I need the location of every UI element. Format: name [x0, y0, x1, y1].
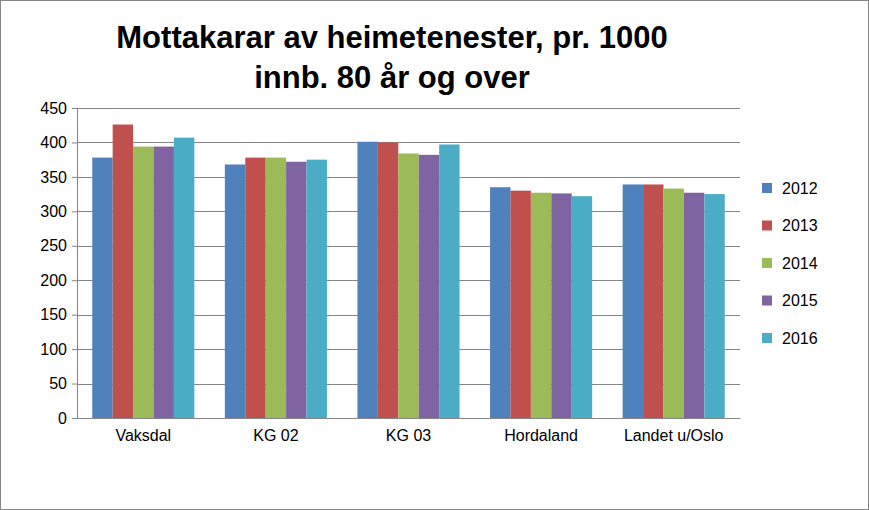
- bar: [663, 189, 683, 418]
- chart-title: Mottakarar av heimetenester, pr. 1000inn…: [116, 20, 667, 95]
- y-tick-mark: [72, 280, 77, 281]
- bar: [623, 184, 643, 418]
- bar: [551, 193, 571, 418]
- y-tick-mark: [72, 177, 77, 178]
- y-tick-mark: [72, 108, 77, 109]
- x-tick: KG 02: [253, 418, 298, 444]
- bar: [398, 153, 418, 418]
- y-tick-label: 0: [58, 410, 67, 427]
- bar: [704, 194, 724, 418]
- bar: [531, 193, 551, 418]
- bar: [510, 191, 530, 418]
- bar: [225, 164, 245, 418]
- chart-border: [1, 1, 869, 510]
- bars: [92, 125, 725, 418]
- y-tick: 300: [40, 203, 77, 220]
- y-tick-label: 200: [40, 272, 67, 289]
- y-tick: 50: [49, 375, 77, 392]
- bar: [286, 162, 306, 418]
- x-tick-label: KG 03: [386, 427, 431, 444]
- bar: [490, 187, 510, 418]
- y-tick: 250: [40, 237, 77, 254]
- x-tick: Landet u/Oslo: [624, 418, 724, 444]
- y-tick-label: 50: [49, 375, 67, 392]
- y-tick-mark: [72, 349, 77, 350]
- y-tick-label: 400: [40, 134, 67, 151]
- x-tick: Vaksdal: [115, 418, 171, 444]
- plot: 0 50 100 150 200 250 300 350 400 450 Vaksdal KG 02 K…: [40, 100, 740, 445]
- grid-line: [77, 418, 740, 419]
- bar: [643, 184, 663, 418]
- bar: [439, 145, 459, 418]
- x-axis: Vaksdal KG 02 KG 03 Hordaland Landet u/Oslo: [78, 418, 741, 444]
- y-tick-label: 150: [40, 306, 67, 323]
- y-tick-label: 450: [40, 100, 67, 117]
- bar: [266, 158, 286, 418]
- legend-swatch: [762, 221, 772, 231]
- y-tick: 0: [58, 410, 77, 427]
- x-axis-line: [78, 418, 741, 419]
- bar: [133, 147, 153, 418]
- y-tick: 200: [40, 272, 77, 289]
- x-tick-label: Vaksdal: [115, 427, 171, 444]
- bar-series: [113, 125, 664, 418]
- y-tick-label: 250: [40, 237, 67, 254]
- x-tick-label: Landet u/Oslo: [624, 427, 724, 444]
- y-tick-mark: [72, 418, 77, 419]
- legend-swatch: [762, 333, 772, 343]
- legend-item: 2013: [762, 217, 818, 234]
- y-axis: 0 50 100 150 200 250 300 350 400 450: [40, 100, 77, 427]
- legend-item: 2012: [762, 180, 818, 197]
- grid: [77, 109, 740, 419]
- y-tick: 150: [40, 306, 77, 323]
- legend-item: 2015: [762, 292, 818, 309]
- legend-item: 2016: [762, 330, 818, 347]
- y-tick-mark: [72, 142, 77, 143]
- y-tick-label: 100: [40, 341, 67, 358]
- legend: 2012 2013 2014 2015 2016: [762, 180, 818, 347]
- y-tick-mark: [72, 384, 77, 385]
- bar-series: [174, 138, 725, 418]
- legend-item: 2014: [762, 255, 818, 272]
- x-tick: Hordaland: [504, 418, 578, 444]
- y-tick: 350: [40, 169, 77, 186]
- legend-swatch: [762, 258, 772, 268]
- bar: [684, 193, 704, 418]
- y-tick-mark: [72, 246, 77, 247]
- bar: [307, 160, 327, 418]
- y-tick-mark: [72, 315, 77, 316]
- bar: [174, 138, 194, 418]
- bar: [113, 125, 133, 418]
- bar: [378, 142, 398, 418]
- y-tick: 100: [40, 341, 77, 358]
- y-tick: 450: [40, 100, 77, 117]
- grid-line: [77, 108, 740, 109]
- bar: [419, 155, 439, 418]
- legend-swatch: [762, 183, 772, 193]
- bar-series: [154, 147, 705, 418]
- x-tick: KG 03: [386, 418, 431, 444]
- bar: [357, 142, 377, 418]
- chart: Mottakarar av heimetenester, pr. 1000inn…: [0, 0, 869, 510]
- legend-swatch: [762, 296, 772, 306]
- y-tick: 400: [40, 134, 77, 151]
- bar-series: [133, 147, 684, 418]
- legend-label: 2013: [782, 217, 818, 234]
- legend-label: 2016: [782, 330, 818, 347]
- legend-label: 2012: [782, 180, 818, 197]
- x-tick-label: KG 02: [253, 427, 298, 444]
- legend-label: 2014: [782, 255, 818, 272]
- x-tick-label: Hordaland: [504, 427, 578, 444]
- bar: [92, 158, 112, 418]
- bar: [572, 196, 592, 418]
- y-tick-mark: [72, 211, 77, 212]
- y-tick-label: 350: [40, 169, 67, 186]
- bar: [154, 147, 174, 418]
- y-tick-label: 300: [40, 203, 67, 220]
- y-axis-line: [72, 109, 78, 419]
- bar: [245, 158, 265, 418]
- legend-label: 2015: [782, 292, 818, 309]
